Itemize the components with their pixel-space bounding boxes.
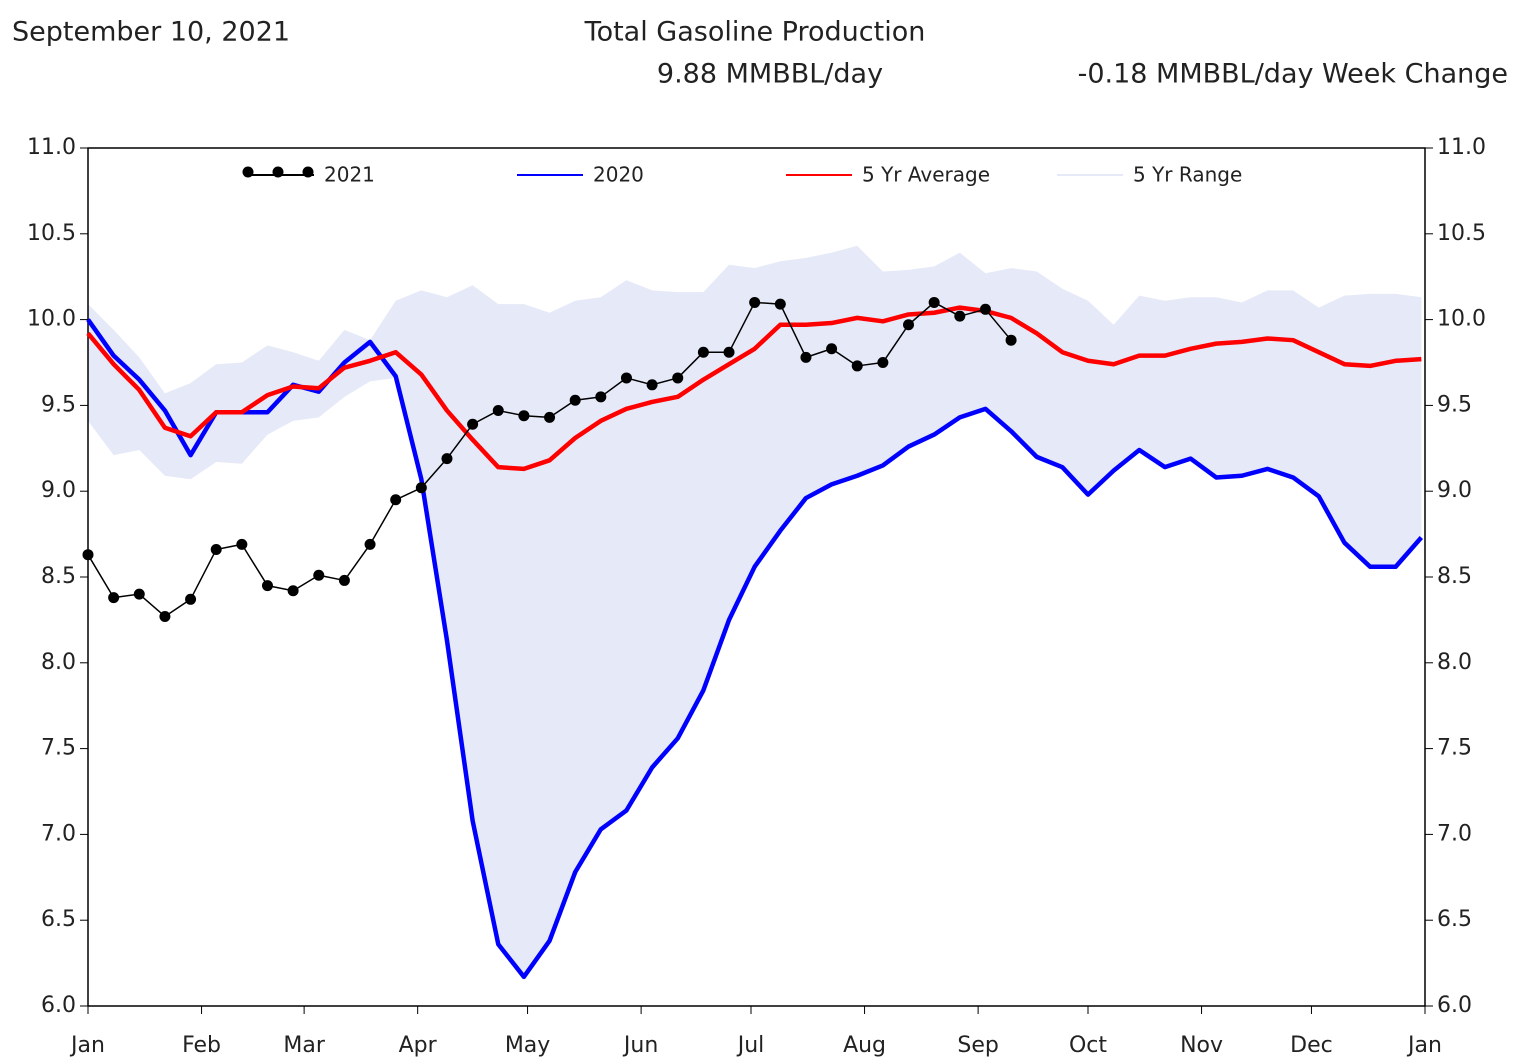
data-point	[979, 303, 991, 315]
data-point	[903, 319, 915, 331]
data-point	[851, 360, 863, 372]
data-point	[364, 538, 376, 550]
data-point	[646, 379, 658, 391]
y2-tick-label: 7.5	[1437, 736, 1472, 761]
data-point	[159, 610, 171, 622]
data-point	[441, 453, 453, 465]
legend-marker	[302, 166, 314, 178]
y2-tick-label: 9.0	[1437, 478, 1472, 503]
y2-tick-label: 6.5	[1437, 907, 1472, 932]
data-point	[800, 351, 812, 363]
x-tick-label: Dec	[1290, 1033, 1333, 1058]
data-point	[518, 410, 530, 422]
data-point	[415, 482, 427, 494]
y-tick-label: 11.0	[27, 135, 76, 160]
legend-label: 5 Yr Range	[1133, 163, 1242, 187]
x-tick-label: Mar	[283, 1033, 325, 1058]
data-point	[313, 569, 325, 581]
y-tick-label: 10.5	[27, 221, 76, 246]
data-point	[1005, 334, 1017, 346]
y-tick-label: 9.0	[41, 478, 76, 503]
data-point	[82, 549, 94, 561]
data-point	[569, 394, 581, 406]
week-change: -0.18 MMBBL/day Week Change	[1078, 59, 1508, 90]
legend-label: 2021	[324, 163, 375, 187]
y-tick-label: 10.0	[27, 307, 76, 332]
data-point	[108, 592, 120, 604]
x-tick-label: Nov	[1180, 1033, 1223, 1058]
data-point	[595, 391, 607, 403]
y2-tick-label: 11.0	[1437, 135, 1486, 160]
y-tick-label: 6.0	[41, 993, 76, 1018]
data-point	[236, 538, 248, 550]
y2-tick-label: 7.0	[1437, 821, 1472, 846]
data-point	[672, 372, 684, 384]
y2-tick-label: 10.0	[1437, 307, 1486, 332]
x-tick-label: May	[505, 1033, 550, 1058]
date: September 10, 2021	[12, 17, 290, 48]
x-tick-label: Feb	[182, 1033, 221, 1058]
chart-title: Total Gasoline Production	[584, 17, 926, 48]
data-point	[261, 580, 273, 592]
x-tick-label: Jan	[1406, 1033, 1442, 1058]
data-point	[390, 494, 402, 506]
y2-tick-label: 8.5	[1437, 564, 1472, 589]
data-point	[723, 346, 735, 358]
data-point	[185, 593, 197, 605]
y2-tick-label: 10.5	[1437, 221, 1486, 246]
legend-marker	[242, 166, 254, 178]
x-tick-label: Oct	[1069, 1033, 1107, 1058]
data-point	[133, 588, 145, 600]
x-tick-label: Sep	[957, 1033, 998, 1058]
y2-tick-label: 8.0	[1437, 650, 1472, 675]
data-point	[210, 544, 222, 556]
data-point	[620, 372, 632, 384]
x-tick-label: Jul	[736, 1033, 765, 1058]
legend-marker	[272, 166, 284, 178]
y2-tick-label: 9.5	[1437, 392, 1472, 417]
legend-label: 2020	[593, 163, 644, 187]
data-point	[954, 310, 966, 322]
data-point	[749, 296, 761, 308]
data-point	[544, 411, 556, 423]
series-line	[86, 305, 1422, 472]
current-value: 9.88 MMBBL/day	[657, 59, 883, 90]
y-tick-label: 8.5	[41, 564, 76, 589]
y-tick-label: 6.5	[41, 907, 76, 932]
y2-tick-label: 6.0	[1437, 993, 1472, 1018]
data-point	[697, 346, 709, 358]
data-point	[774, 298, 786, 310]
data-point	[826, 343, 838, 355]
legend-label: 5 Yr Average	[862, 163, 990, 187]
data-point	[492, 405, 504, 417]
x-tick-label: Aug	[843, 1033, 886, 1058]
x-tick-label: Apr	[399, 1033, 438, 1058]
x-tick-label: Jun	[622, 1033, 658, 1058]
data-point	[338, 574, 350, 586]
data-point	[467, 418, 479, 430]
y-tick-label: 7.0	[41, 821, 76, 846]
x-tick-label: Jan	[69, 1033, 105, 1058]
y-tick-label: 8.0	[41, 650, 76, 675]
y-tick-label: 7.5	[41, 736, 76, 761]
y-tick-label: 9.5	[41, 392, 76, 417]
data-point	[877, 357, 889, 368]
data-point	[928, 296, 940, 308]
data-point	[287, 585, 299, 597]
range-band	[88, 245, 1422, 977]
